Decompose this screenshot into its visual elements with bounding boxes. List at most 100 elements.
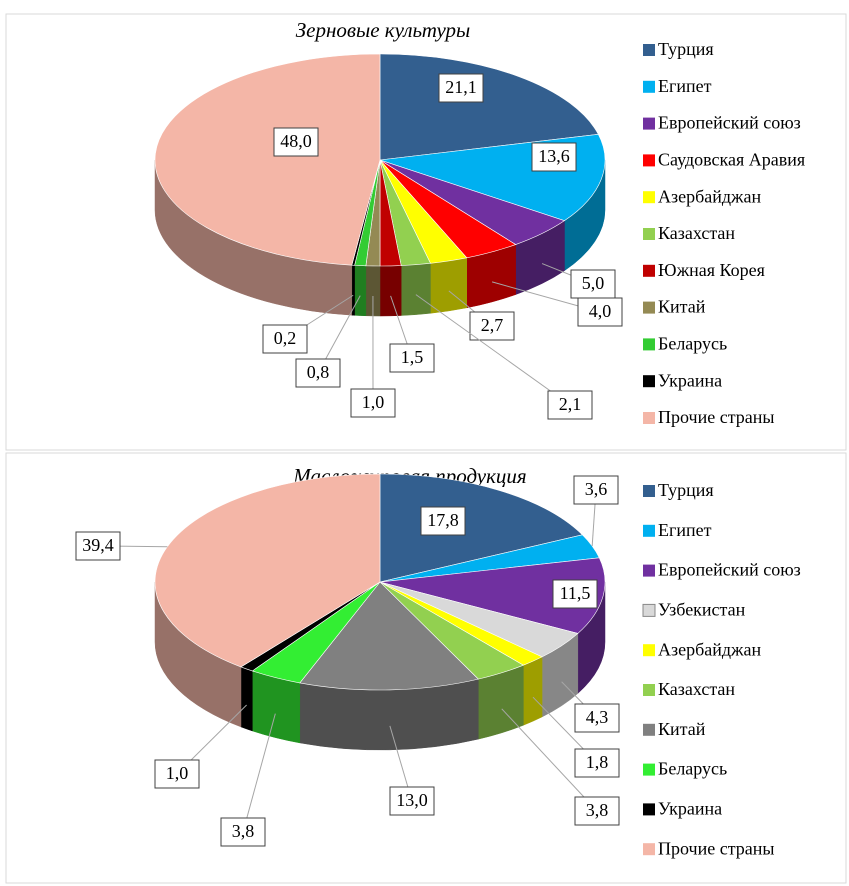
legend-swatch: [643, 644, 655, 657]
label-box: [574, 703, 620, 733]
slice-side: [430, 257, 468, 314]
label-box: [573, 475, 619, 505]
legend-swatch: [643, 375, 655, 388]
legend-swatch: [643, 338, 655, 351]
data-label: 1,0: [362, 392, 385, 412]
legend-label: Украина: [658, 799, 722, 819]
legend-label: Прочие страны: [658, 407, 775, 427]
legend-label: Китай: [658, 719, 706, 739]
legend-label: Европейский союз: [658, 560, 801, 580]
data-label: 11,5: [560, 583, 591, 603]
label-box: [295, 358, 341, 388]
data-label: 21,1: [445, 77, 477, 97]
legend-label: Египет: [658, 76, 712, 96]
legend-label: Казахстан: [658, 679, 735, 699]
label-box: [273, 127, 319, 157]
legend-swatch: [643, 803, 655, 816]
legend-label: Украина: [658, 370, 722, 390]
legend-swatch: [643, 117, 655, 130]
legend-swatch: [643, 843, 655, 856]
data-label: 0,8: [307, 362, 330, 382]
label-box: [577, 297, 623, 327]
slice-side: [240, 666, 253, 732]
legend-label: Казахстан: [658, 223, 735, 243]
data-label: 5,0: [582, 273, 605, 293]
data-label: 2,1: [559, 394, 582, 414]
label-box: [262, 324, 308, 354]
label-box: [220, 817, 266, 847]
legend-swatch: [643, 154, 655, 167]
legend-label: Египет: [658, 520, 712, 540]
data-label: 1,5: [401, 347, 424, 367]
legend-label: Узбекистан: [658, 600, 746, 620]
slice: [154, 473, 381, 668]
data-label: 39,4: [82, 535, 114, 555]
label-box: [389, 343, 435, 373]
data-label: 1,8: [586, 752, 609, 772]
slice: [379, 53, 599, 161]
legend-swatch: [643, 301, 655, 314]
legend-swatch: [643, 191, 655, 204]
legend-swatch: [643, 80, 655, 93]
slice-side: [354, 265, 367, 317]
slice: [299, 581, 479, 691]
label-box: [420, 506, 466, 536]
label-box: [438, 73, 484, 103]
legend-swatch: [643, 412, 655, 424]
slice: [154, 53, 381, 266]
legend-swatch: [643, 44, 655, 56]
legend-label: Беларусь: [658, 334, 727, 354]
legend-swatch: [643, 264, 655, 277]
legend-label: Китай: [658, 297, 706, 317]
label-box: [350, 388, 396, 418]
data-label: 3,8: [232, 821, 255, 841]
legend-swatch: [642, 603, 656, 617]
data-label: 17,8: [427, 510, 459, 530]
legend-swatch: [643, 564, 655, 577]
data-label: 2,7: [481, 315, 504, 335]
leader-line: [242, 713, 276, 833]
data-label: 13,6: [538, 146, 570, 166]
label-box: [389, 786, 435, 816]
label-box: [75, 531, 121, 561]
slice: [379, 557, 606, 634]
data-label: 4,3: [586, 707, 609, 727]
legend-label: Азербайджан: [658, 186, 761, 206]
legend-swatch: [643, 524, 655, 537]
data-label: 4,0: [589, 301, 612, 321]
legend-label: Южная Корея: [658, 260, 765, 280]
legend-swatch: [643, 228, 655, 240]
data-label: 13,0: [396, 790, 428, 810]
label-box: [154, 759, 200, 789]
legend-label: Азербайджан: [658, 639, 761, 659]
legend-swatch: [643, 684, 655, 696]
legend-label: Турция: [658, 39, 714, 59]
data-label: 48,0: [280, 131, 312, 151]
label-box: [547, 390, 593, 420]
slice-side: [379, 265, 402, 317]
leader-line: [501, 708, 598, 812]
legend-label: Европейский союз: [658, 113, 801, 133]
label-box: [469, 311, 515, 341]
data-label: 3,8: [586, 800, 609, 820]
legend-swatch: [643, 763, 655, 776]
data-label: 1,0: [166, 763, 189, 783]
chart-title: Зерновые культуры: [296, 18, 470, 42]
slice: [379, 473, 583, 583]
legend-swatch: [643, 723, 655, 736]
data-label: 0,2: [274, 328, 297, 348]
data-label: 3,6: [585, 479, 608, 499]
legend-label: Беларусь: [658, 759, 727, 779]
legend-swatch: [643, 485, 655, 497]
slice-side: [523, 656, 543, 726]
label-box: [574, 748, 620, 778]
label-box: [574, 796, 620, 826]
legend-label: Саудовская Аравия: [658, 150, 805, 170]
label-box: [531, 142, 577, 172]
legend-label: Прочие страны: [658, 838, 775, 858]
slice-side: [400, 263, 431, 316]
leader-line: [415, 294, 571, 406]
legend-label: Турция: [658, 480, 714, 500]
label-box: [552, 579, 598, 609]
